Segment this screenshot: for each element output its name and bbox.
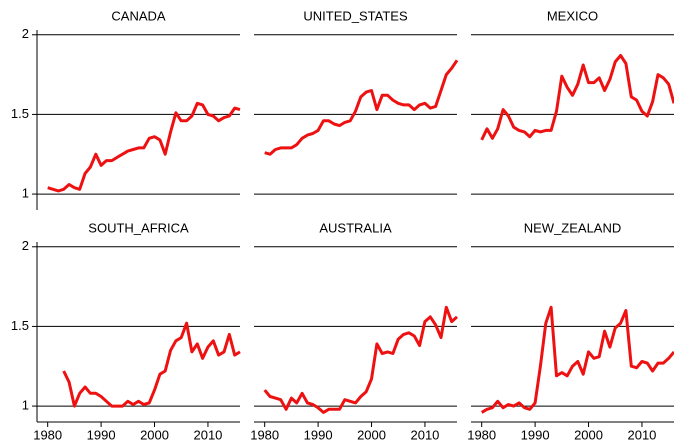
data-line: [62, 321, 241, 408]
data-line: [480, 54, 674, 141]
y-tick-label: 2: [22, 26, 29, 41]
panel-title: CANADA: [111, 8, 166, 23]
panel-title: NEW_ZEALAND: [524, 220, 622, 235]
data-line: [264, 59, 459, 156]
x-tick-label: 2010: [193, 427, 222, 442]
y-tick-label: 1: [22, 186, 29, 201]
x-tick-label: 1990: [304, 427, 333, 442]
x-tick-label: 1980: [250, 427, 279, 442]
panel-title: UNITED_STATES: [303, 8, 408, 23]
x-tick-label: 2000: [574, 427, 603, 442]
x-tick-label: 2010: [627, 427, 656, 442]
x-tick-label: 1990: [87, 427, 116, 442]
x-tick-label: 1980: [467, 427, 496, 442]
y-tick-label: 2: [22, 238, 29, 253]
y-tick-label: 1: [22, 398, 29, 413]
x-tick-label: 2000: [357, 427, 386, 442]
data-line: [263, 305, 458, 414]
data-line: [47, 101, 241, 193]
y-tick-label: 1.5: [11, 318, 29, 333]
panel-title: SOUTH_AFRICA: [88, 220, 189, 235]
x-tick-label: 1990: [521, 427, 550, 442]
x-tick-label: 1980: [33, 427, 62, 442]
x-tick-label: 2000: [140, 427, 169, 442]
panel-title: AUSTRALIA: [319, 220, 392, 235]
y-tick-label: 1.5: [11, 106, 29, 121]
x-tick-label: 2010: [410, 427, 439, 442]
data-line: [480, 305, 674, 414]
panel-title: MEXICO: [547, 8, 598, 23]
